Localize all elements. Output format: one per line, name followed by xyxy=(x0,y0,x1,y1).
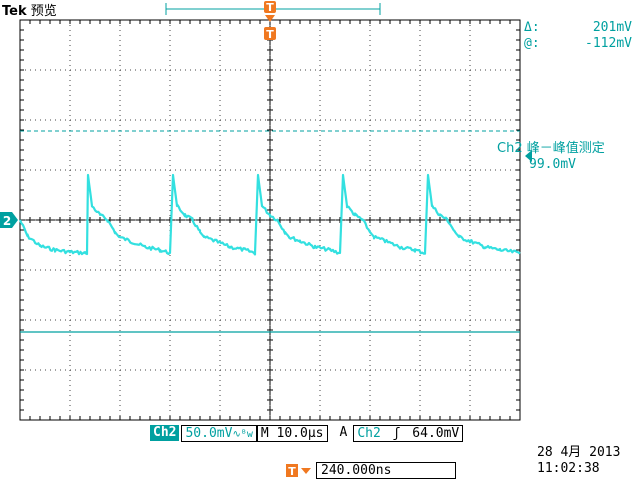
status-bar: Ch2 50.0mV∿ᴮw M 10.0µs A Ch2 ʃ 64.0mV xyxy=(150,424,464,442)
trigger-position-icon[interactable] xyxy=(264,1,276,13)
channel-badge[interactable]: Ch2 xyxy=(150,425,180,441)
channel2-ground-marker-icon[interactable] xyxy=(0,212,18,228)
expansion-point-label: T xyxy=(266,28,274,41)
volts-per-div[interactable]: 50.0mV∿ᴮw xyxy=(181,424,257,442)
trigger-mode: A xyxy=(339,425,348,440)
measurement-readout: Ch2 峰－峰值测定 99.0mV xyxy=(497,141,610,173)
trigger-level-marker-icon[interactable] xyxy=(525,150,532,162)
trigger-level: 64.0mV xyxy=(412,425,460,441)
trace-ch2 xyxy=(18,173,521,256)
trigger-settings[interactable]: Ch2 ʃ 64.0mV xyxy=(353,424,464,442)
waveform xyxy=(18,173,521,256)
at-label: @: xyxy=(524,36,540,51)
channel2-marker-label: 2 xyxy=(3,214,11,228)
date-text: 28 4月 2013 xyxy=(537,445,621,460)
bandwidth-limit-icon: ∿ᴮw xyxy=(232,428,253,440)
delta-label: Δ: xyxy=(524,20,540,35)
graticule xyxy=(19,19,521,421)
trigger-delay: T 240.000ns xyxy=(286,462,456,479)
brand-logo: Tek xyxy=(2,4,27,19)
trigger-delay-icon: T xyxy=(286,463,311,478)
volts-value: 50.0mV xyxy=(185,425,233,441)
expansion-point-icon[interactable] xyxy=(264,27,276,40)
measurement-value: 99.0mV xyxy=(529,157,576,172)
rising-edge-icon: ʃ xyxy=(392,425,401,441)
datetime: 28 4月 2013 11:02:38 xyxy=(537,445,620,477)
trigger-channel: Ch2 xyxy=(357,425,381,441)
cursor-readout: Δ: 201mV @: -112mV xyxy=(524,20,632,52)
measurement-label: Ch2 峰－峰值测定 xyxy=(497,141,605,156)
at-value: -112mV xyxy=(585,36,632,51)
cursor-lines xyxy=(20,130,520,333)
timebase-value: 10.0µs xyxy=(276,425,324,441)
delta-value: 201mV xyxy=(592,20,632,35)
trigger-delay-value[interactable]: 240.000ns xyxy=(316,462,456,479)
acquisition-mode: 预览 xyxy=(30,4,57,19)
timebase-label: M xyxy=(260,425,269,441)
markers: T T 2 xyxy=(0,1,532,228)
brand-header: Tek 预览 xyxy=(2,0,57,19)
time-text: 11:02:38 xyxy=(537,461,600,476)
trigger-position-label: T xyxy=(266,1,274,14)
svg-text:T: T xyxy=(288,465,296,478)
trigger-pointer-icon xyxy=(265,15,275,22)
timebase[interactable]: M 10.0µs xyxy=(256,424,328,442)
